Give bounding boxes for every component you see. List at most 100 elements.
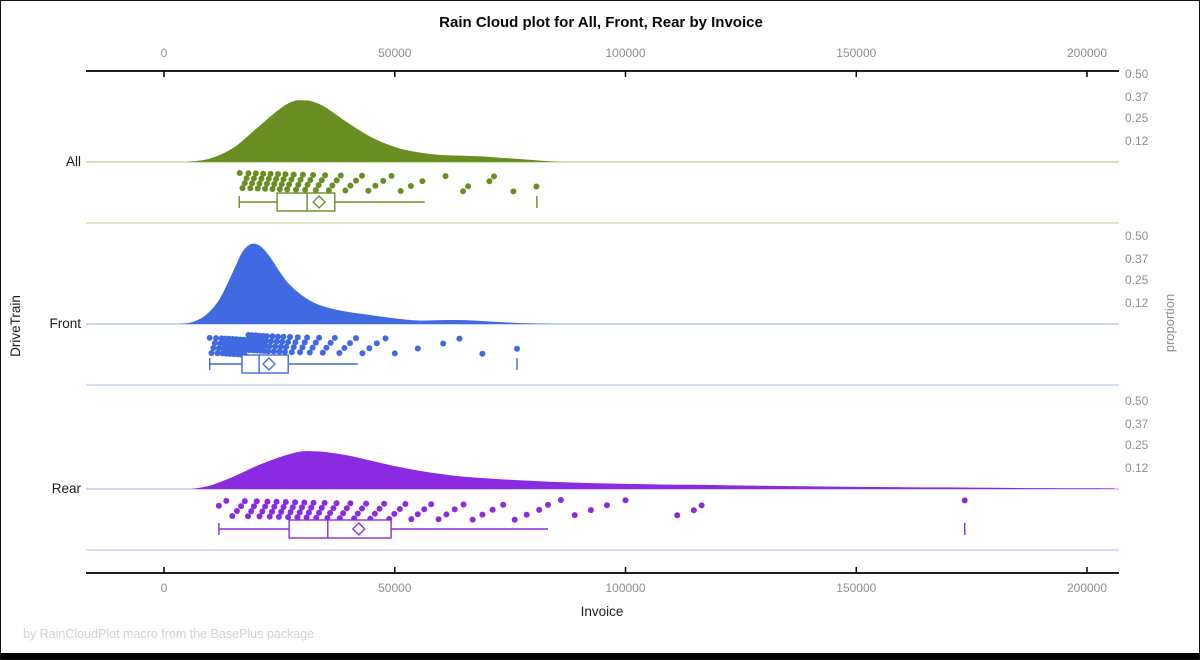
x-axis-bottom-tick-label: 0 (161, 581, 168, 595)
data-point (254, 185, 261, 192)
data-point (545, 501, 551, 508)
data-point (514, 345, 520, 352)
data-point (251, 503, 257, 510)
data-point (365, 187, 372, 194)
data-point (271, 181, 278, 187)
data-point (280, 333, 287, 340)
proportion-tick-label: 0.50 (1125, 394, 1149, 408)
data-point (321, 499, 328, 506)
data-point (269, 333, 276, 340)
data-point (347, 182, 354, 189)
proportion-axis-title: proportion (1162, 294, 1177, 353)
iqr-box (276, 192, 336, 212)
data-point (299, 344, 306, 351)
data-point (285, 339, 292, 345)
data-point (302, 186, 309, 193)
data-point (290, 344, 297, 351)
data-point (323, 344, 330, 351)
data-point (327, 510, 334, 516)
panel-all: All 0.50 0.37 0.25 0.12 (66, 67, 1149, 224)
data-point (469, 516, 476, 523)
data-point (343, 505, 350, 512)
data-point (307, 177, 314, 183)
data-point (414, 511, 421, 518)
data-point (287, 334, 293, 340)
data-point (306, 349, 313, 356)
bottom-bar (1, 653, 1199, 659)
data-point (263, 338, 269, 345)
x-axis-top-tick-label: 0 (161, 46, 168, 60)
data-point (245, 170, 252, 177)
data-point (336, 350, 343, 356)
x-axis-top-tick-label: 150000 (836, 46, 876, 60)
data-point (622, 497, 629, 504)
data-point (260, 170, 267, 177)
data-point (241, 498, 248, 505)
data-point (359, 172, 365, 179)
data-point (243, 175, 250, 182)
data-point (265, 348, 272, 355)
data-point (288, 349, 295, 356)
data-point (269, 508, 275, 515)
box-plot (218, 519, 966, 539)
data-point (486, 178, 493, 185)
category-label-rear: Rear (52, 481, 82, 496)
data-point (391, 510, 398, 517)
data-point (331, 334, 338, 341)
jitter-points (236, 170, 540, 195)
footnote: by RainCloudPlot macro from the BasePlus… (23, 627, 314, 641)
data-point (500, 501, 507, 508)
data-point (301, 499, 308, 506)
data-point (479, 350, 486, 357)
data-point (275, 171, 281, 178)
data-point (428, 501, 435, 508)
data-point (241, 180, 248, 187)
data-point (460, 501, 467, 508)
data-point (315, 182, 322, 189)
data-point (294, 514, 301, 521)
data-point (288, 176, 295, 183)
proportion-tick-label: 0.25 (1125, 438, 1149, 452)
data-point (275, 513, 282, 520)
category-label-all: All (66, 154, 81, 169)
data-point (215, 345, 222, 352)
data-point (249, 180, 256, 187)
data-point (442, 173, 449, 180)
data-point (366, 345, 373, 352)
data-point (238, 503, 245, 510)
data-point (327, 339, 334, 346)
data-point (347, 340, 353, 347)
data-point (353, 177, 359, 184)
data-point (330, 505, 337, 512)
data-point (297, 349, 304, 356)
data-point (266, 343, 273, 350)
data-point (239, 185, 246, 192)
data-point (372, 182, 379, 189)
data-point (325, 187, 332, 194)
data-point (312, 187, 319, 194)
data-point (256, 180, 263, 187)
data-point (397, 188, 404, 194)
data-point (587, 507, 594, 514)
data-point (382, 335, 389, 342)
data-point (273, 338, 280, 345)
data-point (304, 181, 311, 188)
data-point (340, 510, 347, 517)
data-point (287, 509, 294, 516)
data-point (297, 176, 304, 183)
data-point (299, 504, 305, 511)
data-point (259, 508, 266, 515)
jitter-points (206, 332, 520, 358)
data-point (310, 172, 317, 178)
data-point (262, 343, 269, 349)
data-point (280, 176, 287, 183)
x-axis-bottom-tick-label: 200000 (1067, 581, 1107, 595)
data-point (316, 509, 323, 516)
proportion-tick-label: 0.25 (1125, 111, 1149, 125)
data-point (698, 502, 705, 509)
data-point (273, 498, 280, 505)
data-point (245, 513, 251, 520)
proportion-tick-label: 0.37 (1125, 417, 1149, 431)
data-point (354, 510, 361, 517)
data-point (215, 502, 222, 509)
